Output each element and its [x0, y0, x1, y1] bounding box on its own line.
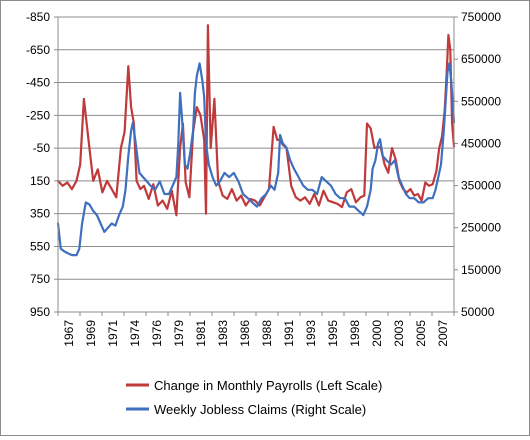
right-axis-tick-labels: 750000 650000 550000 450000 350000 250000 1500…: [461, 10, 501, 319]
x-axis-tick-label: 1976: [150, 320, 164, 347]
x-axis-tick-label: 2007: [436, 320, 450, 347]
x-axis-tick-label: 1993: [304, 320, 318, 347]
legend-label-payrolls: Change in Monthly Payrolls (Left Scale): [154, 378, 382, 393]
x-axis-tick-label: 1971: [106, 320, 120, 347]
x-axis-tick-label: 1991: [282, 320, 296, 347]
x-axis-tick-label: 1995: [326, 320, 340, 347]
x-axis-tick-label: 1969: [84, 320, 98, 347]
left-axis-tick-label: 350: [30, 207, 50, 221]
right-axis-tick-label: 350000: [461, 179, 501, 193]
x-axis-tick-label: 1998: [348, 320, 362, 347]
x-axis-tick-label: 1967: [62, 320, 76, 347]
x-axis-tick-label: 2005: [414, 320, 428, 347]
left-axis-tick-label: 150: [30, 174, 50, 188]
right-axis-tick-label: 550000: [461, 94, 501, 108]
plot-area: [58, 17, 454, 312]
left-axis-tick-label: -50: [33, 141, 51, 155]
series-line-jobless-claims: [56, 62, 456, 257]
left-axis-tick-label: 950: [30, 305, 50, 319]
left-axis-tick-label: -450: [26, 76, 50, 90]
x-axis-tick-labels: 1967 1969 1971 1974 1976 1979 1981 1983 1986 1988…: [62, 320, 450, 347]
left-axis-tick-labels: -850 -650 -450 -250 -50 150 350 550 750 950: [26, 10, 50, 319]
x-axis-tick-label: 2003: [392, 320, 406, 347]
x-axis-tick-label: 2000: [370, 320, 384, 347]
series-layer: [56, 24, 456, 257]
right-axis-tick-label: 750000: [461, 10, 501, 24]
legend-label-claims: Weekly Jobless Claims (Right Scale): [154, 402, 366, 417]
axes: [57, 17, 455, 313]
right-axis-tick-label: 150000: [461, 263, 501, 277]
left-axis-tick-label: -850: [26, 10, 50, 24]
right-axis-tick-label: 50000: [461, 305, 495, 319]
left-axis-tick-label: 550: [30, 239, 50, 253]
x-axis-tick-label: 1988: [260, 320, 274, 347]
x-axis-tick-label: 1983: [216, 320, 230, 347]
left-axis-tick-label: 750: [30, 272, 50, 286]
right-axis-tick-label: 450000: [461, 136, 501, 150]
right-axis-tick-label: 250000: [461, 221, 501, 235]
legend: Change in Monthly Payrolls (Left Scale) …: [126, 378, 382, 417]
right-axis-tick-label: 650000: [461, 52, 501, 66]
x-axis-tick-label: 1986: [238, 320, 252, 347]
left-axis-tick-label: -250: [26, 108, 50, 122]
x-axis-tick-label: 1979: [172, 320, 186, 347]
x-axis-tick-label: 1974: [128, 320, 142, 347]
x-axis-tick-label: 1981: [194, 320, 208, 347]
left-axis-tick-label: -650: [26, 43, 50, 57]
